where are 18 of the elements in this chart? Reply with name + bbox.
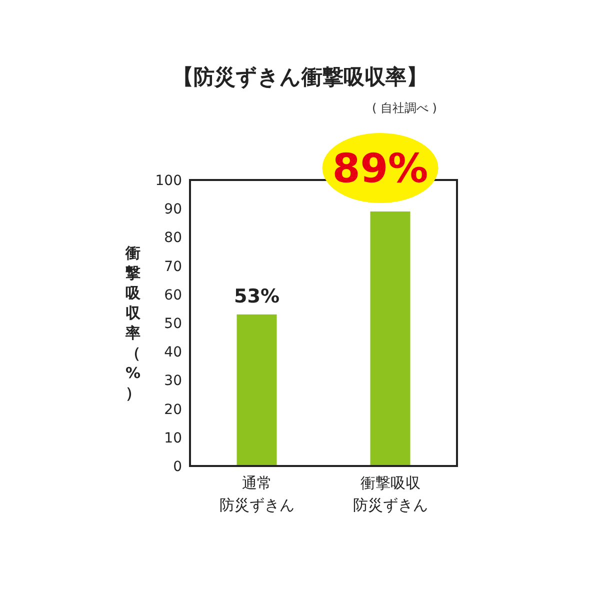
data-label: 89% (332, 146, 428, 192)
y-tick-label: 0 (173, 459, 182, 475)
y-tick-label: 30 (164, 373, 182, 390)
x-tick-label: 衝撃吸収防災ずきん (352, 474, 428, 514)
y-tick-label: 20 (164, 402, 182, 418)
y-tick-label: 10 (164, 430, 182, 446)
y-tick-label: 50 (164, 316, 182, 332)
chart-title: 【防災ずきん衝撃吸収率】 (172, 65, 428, 89)
y-tick-label: 100 (155, 173, 182, 189)
y-tick-label: 80 (164, 230, 182, 246)
y-tick-label: 40 (164, 344, 182, 361)
x-tick-label: 通常防災ずきん (219, 474, 294, 514)
y-tick-label: 60 (164, 287, 182, 304)
y-axis-title: 衝撃吸収率（%） (124, 244, 142, 402)
y-tick-label: 90 (164, 202, 182, 218)
y-tick-label: 70 (164, 258, 182, 275)
data-label: 53% (234, 285, 280, 308)
text: ( 自社調べ ) (372, 101, 437, 115)
